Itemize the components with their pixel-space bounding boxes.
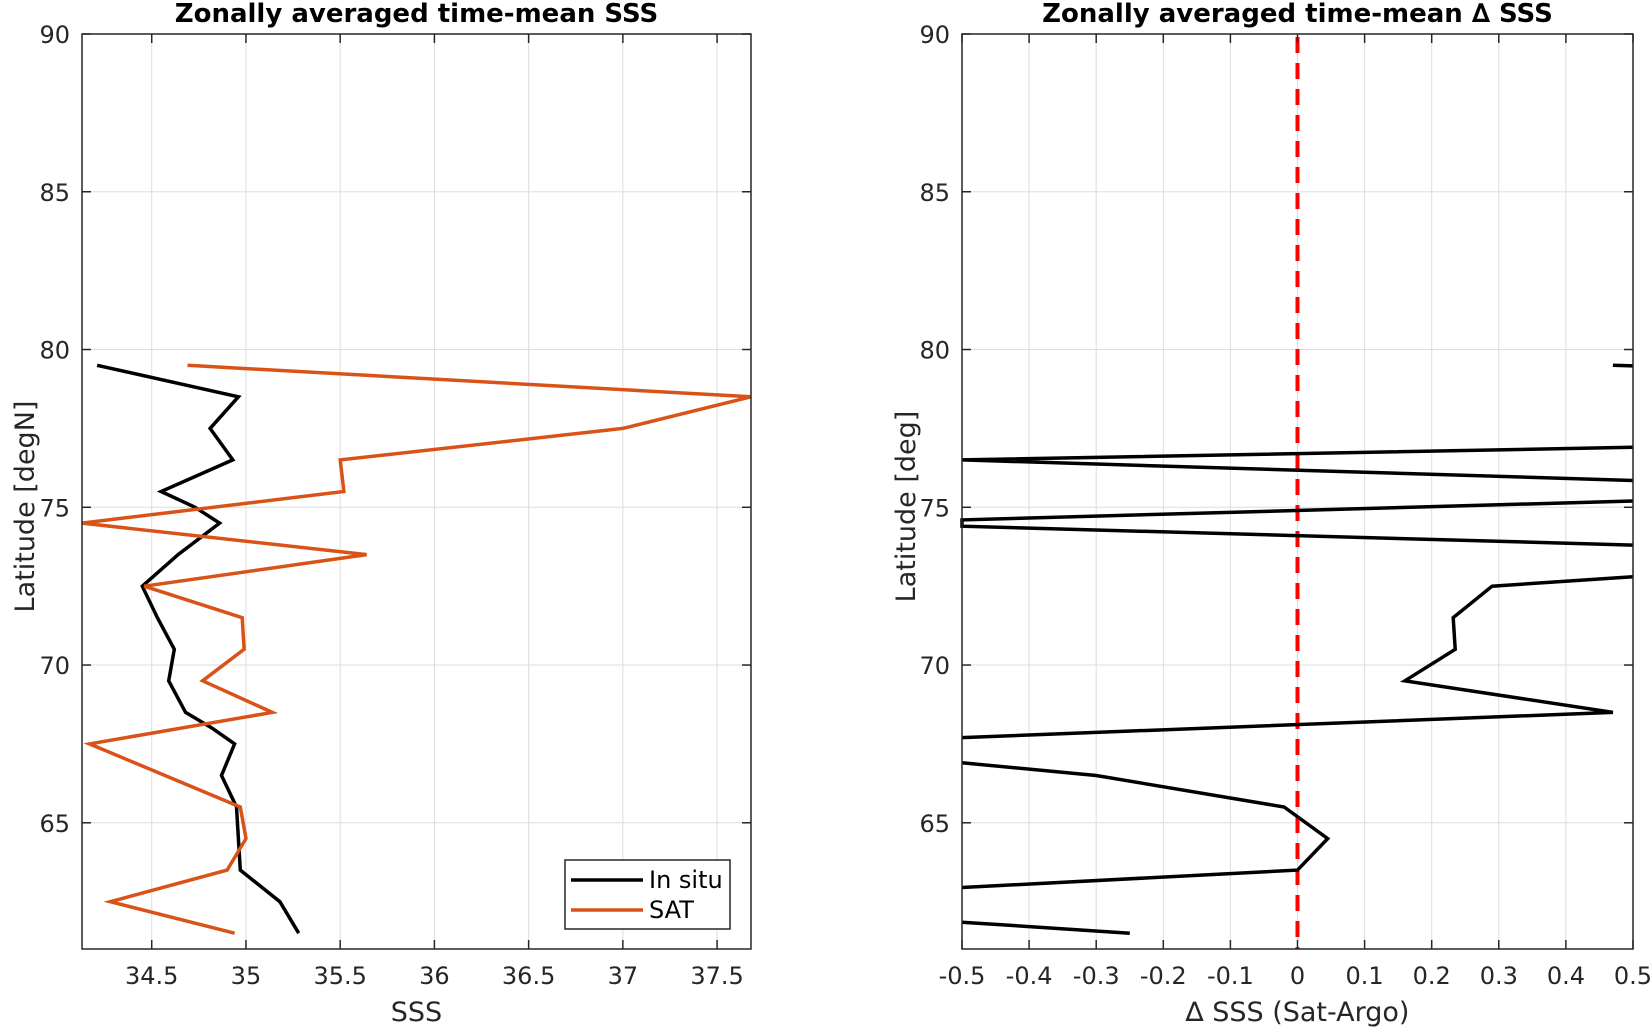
y-axis-label: Latitude [degN] <box>10 401 41 613</box>
x-tick-label: -0.3 <box>1073 962 1120 990</box>
x-tick-label: 36 <box>419 962 450 990</box>
chart-sss: 34.5 35 35.5 36 36.5 37 37.5 65 70 75 80 85 90 Zonall… <box>10 0 752 1028</box>
x-tick-label: 0 <box>1290 962 1305 990</box>
x-axis-label: ∆ SSS (Sat-Argo) <box>1185 997 1410 1028</box>
y-tick-label: 90 <box>39 21 70 49</box>
y-tick-label: 75 <box>39 494 70 522</box>
x-tick-label: 37.5 <box>690 962 743 990</box>
legend-box <box>564 859 731 930</box>
series-line <box>961 761 1331 890</box>
axes-box <box>81 33 752 950</box>
x-tick-label: 0.3 <box>1480 962 1518 990</box>
y-tick-label: 65 <box>39 810 70 838</box>
y-axis-label: Latitude [deg] <box>891 411 922 603</box>
x-tick-label: 0.2 <box>1413 962 1451 990</box>
x-tick-label: 35.5 <box>313 962 366 990</box>
y-tick-label: 70 <box>39 652 70 680</box>
plot-area <box>82 34 751 949</box>
series-line <box>961 574 1634 740</box>
x-tick-label: 35 <box>231 962 262 990</box>
x-tick-label: -0.2 <box>1140 962 1187 990</box>
y-tick-label: 85 <box>39 179 70 207</box>
chart-title: Zonally averaged time-mean SSS <box>175 0 659 29</box>
series-line <box>961 920 1130 935</box>
x-tick-label: 0.4 <box>1547 962 1585 990</box>
x-axis-label: SSS <box>391 997 442 1028</box>
chart-delta-sss: -0.5 -0.4 -0.3 -0.2 -0.1 0 0.1 0.2 0.3 0.4 0.5 65 70… <box>891 0 1651 1028</box>
y-tick-label: 70 <box>919 652 950 680</box>
x-tick-label: -0.4 <box>1006 962 1053 990</box>
y-tick-label: 85 <box>919 179 950 207</box>
series-line <box>1612 363 1634 368</box>
x-tick-label: 0.1 <box>1346 962 1384 990</box>
y-tick-label: 65 <box>919 810 950 838</box>
series-line <box>96 363 301 935</box>
series-line <box>81 363 752 935</box>
x-tick-label: 36.5 <box>502 962 555 990</box>
x-tick-label: 34.5 <box>125 962 178 990</box>
legend-label: SAT <box>649 896 694 924</box>
y-tick-label: 75 <box>919 494 950 522</box>
legend-label: In situ <box>649 866 723 894</box>
chart-title: Zonally averaged time-mean ∆ SSS <box>1042 0 1553 29</box>
y-tick-label: 80 <box>919 337 950 365</box>
y-tick-label: 90 <box>919 21 950 49</box>
y-tick-label: 80 <box>39 337 70 365</box>
x-tick-label: -0.5 <box>939 962 986 990</box>
x-tick-label: 0.5 <box>1614 962 1651 990</box>
x-tick-label: -0.1 <box>1207 962 1254 990</box>
x-tick-label: 37 <box>608 962 639 990</box>
